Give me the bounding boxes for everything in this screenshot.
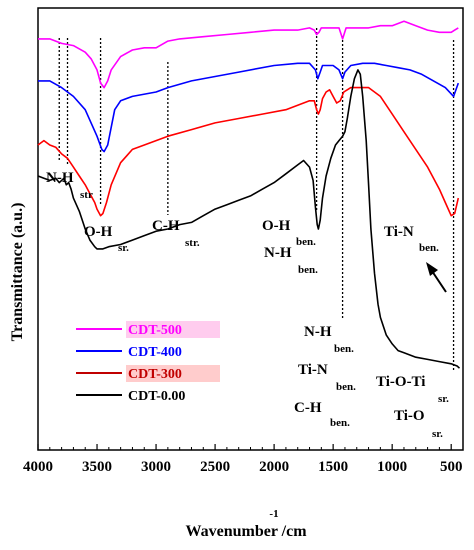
legend-label: CDT-0.00 [128,389,185,404]
svg-text:ben.: ben. [298,264,318,276]
svg-text:O-H: O-H [262,218,291,234]
x-tick-label: 1000 [377,459,407,475]
svg-text:Ti-N: Ti-N [384,224,414,240]
legend: CDT-500 CDT-400 CDT-300 CDT-0.00 [76,321,220,404]
svg-text:Ti-N: Ti-N [298,362,328,378]
svg-text:ben.: ben. [419,242,439,254]
svg-text:O-H: O-H [84,224,113,240]
svg-text:N-H: N-H [264,245,292,261]
annotation-nh-str: N-H str [46,170,93,201]
x-tick-label: 3500 [82,459,112,475]
x-axis-label: Wavenumber /cm [185,523,307,540]
annotation-ch-ben: C-H ben. [294,400,350,429]
x-ticks: 4000 3500 3000 2500 2000 1500 1000 500 [23,444,462,475]
series-line-cdt-500 [38,20,459,89]
legend-label: CDT-300 [128,367,182,382]
series-line-cdt-0-00 [37,69,461,369]
annotation-ch-str: C-H str. [152,218,200,249]
x-tick-label: 2000 [259,459,289,475]
annotation-tin-ben-top: Ti-N ben. [384,224,439,254]
svg-text:ben.: ben. [330,417,350,429]
series-line-cdt-300 [37,86,460,217]
x-tick-label: 2500 [200,459,230,475]
svg-text:C-H: C-H [294,400,322,416]
x-axis-label-superscript: -1 [269,508,278,520]
legend-label: CDT-500 [128,323,182,338]
svg-text:ben.: ben. [296,236,316,248]
marker-lines [58,28,455,372]
svg-text:sr.: sr. [438,393,449,405]
y-axis-label: Transmittance (a.u.) [9,203,26,342]
x-tick-label: 1500 [318,459,348,475]
svg-text:str: str [80,189,93,201]
legend-label-box [126,321,220,338]
arrow-icon [426,262,447,293]
svg-text:sr.: sr. [432,428,443,440]
annotation-oh-ben: O-H ben. [262,218,316,248]
series-layer [37,20,461,369]
svg-text:N-H: N-H [46,170,74,186]
annotation-nh-ben-2: N-H ben. [304,324,354,355]
series-line-cdt-400 [38,62,460,153]
svg-text:ben.: ben. [336,381,356,393]
svg-text:C-H: C-H [152,218,180,234]
legend-label: CDT-400 [128,345,182,360]
svg-text:Ti-O: Ti-O [394,408,425,424]
annotation-tio-sr: Ti-O sr. [394,408,443,440]
annotation-tin-ben-2: Ti-N ben. [298,362,356,393]
x-tick-label: 500 [440,459,463,475]
annotation-tioti-sr: Ti-O-Ti sr. [376,374,449,405]
svg-text:N-H: N-H [304,324,332,340]
svg-text:sr.: sr. [118,242,129,254]
svg-text:Ti-O-Ti: Ti-O-Ti [376,374,425,390]
x-tick-label: 3000 [141,459,171,475]
annotation-oh-sr: O-H sr. [84,224,129,254]
legend-label-box [126,365,220,382]
annotation-nh-ben: N-H ben. [264,245,318,276]
svg-text:ben.: ben. [334,343,354,355]
svg-text:str.: str. [185,237,200,249]
x-tick-label: 4000 [23,459,53,475]
